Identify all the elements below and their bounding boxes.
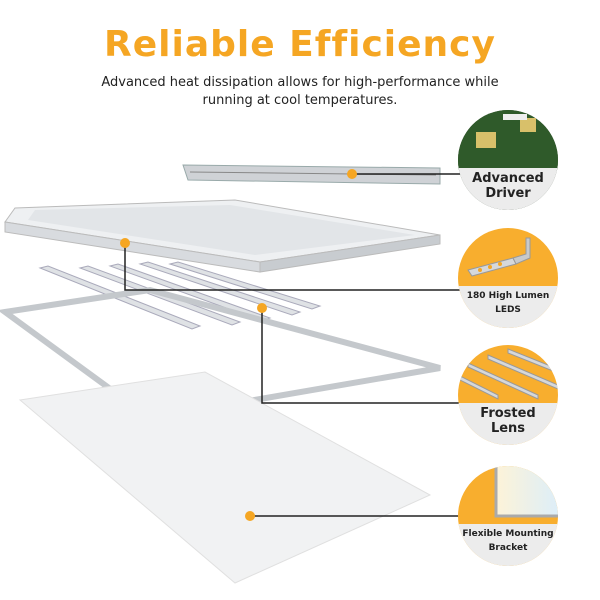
callout-label-line2: LEDS [495,305,521,315]
frame [0,286,441,422]
marker-dots [120,169,357,521]
subtitle: Advanced heat dissipation allows for hig… [101,75,499,108]
page-title: Reliable Efficiency [104,24,496,65]
callout-label-line1: Flexible Mounting [462,529,554,539]
callout-frosted-lens: Frosted Lens [458,345,558,445]
callout-high-lumen-leds: 180 High Lumen LEDS [458,228,558,328]
callout-label-line2: Lens [490,421,526,436]
callout-label-line1: Frosted [480,406,536,421]
diffuser-sheet [18,371,432,584]
callout-label-line2: Driver [485,186,531,201]
leader-lines [124,173,460,517]
panel-housing [4,199,441,273]
callout-label-line1: 180 High Lumen [466,291,550,301]
led-strips [38,261,322,330]
callout-advanced-driver: Advanced Driver [458,110,558,210]
led-strips-icon [458,348,558,400]
led-bracket-icon [467,237,531,277]
callout-label-line1: Advanced [472,171,544,186]
callout-label-line2: Bracket [488,543,528,553]
callout-flexible-mounting-bracket: Flexible Mounting Bracket [458,466,558,566]
